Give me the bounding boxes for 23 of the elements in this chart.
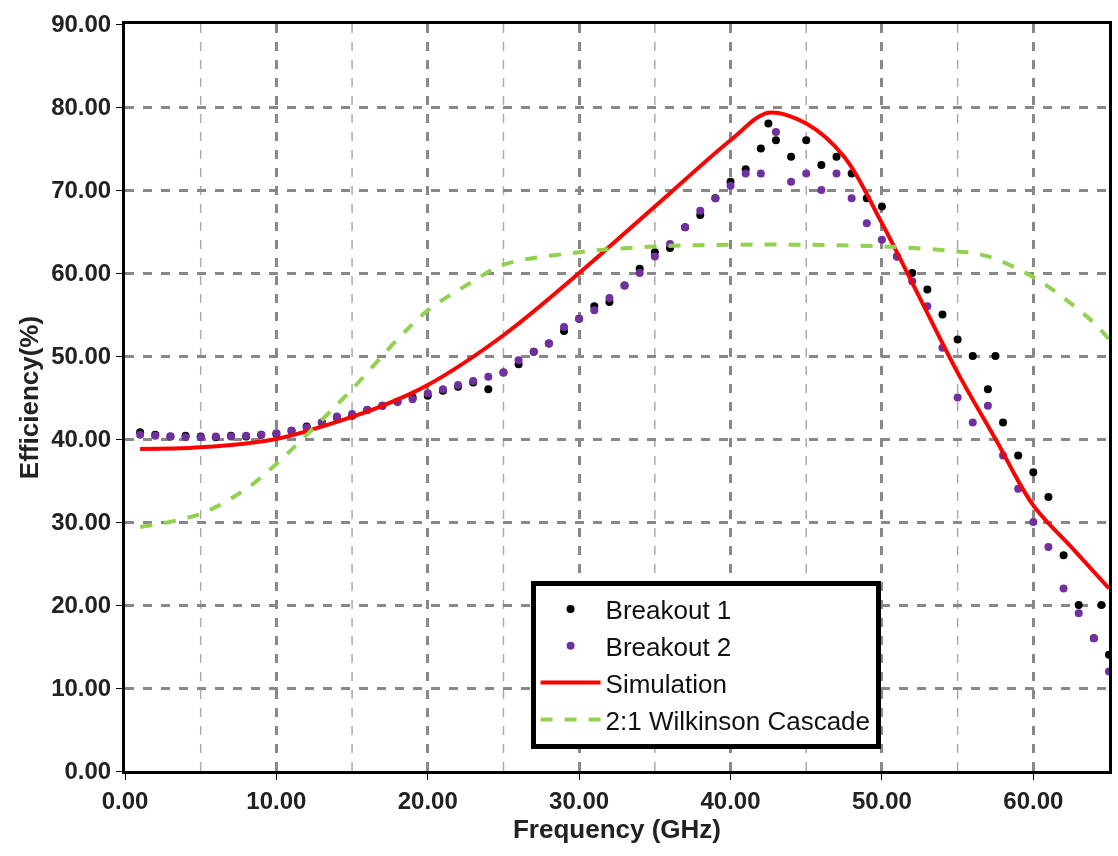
y-tick-label: 20.00 — [51, 591, 112, 619]
x-tick-label: 40.00 — [700, 786, 761, 814]
x-tick-label: 60.00 — [1003, 786, 1064, 814]
y-tick-label: 50.00 — [51, 342, 112, 370]
legend-label: 2:1 Wilkinson Cascade — [605, 705, 871, 736]
x-tick-label: 20.00 — [397, 786, 458, 814]
legend-label: Breakout 2 — [605, 631, 732, 662]
legend-label: Breakout 1 — [605, 595, 732, 626]
y-tick-label: 80.00 — [51, 93, 112, 121]
y-axis-title: Efficiency(%) — [13, 315, 44, 480]
x-tick-label: 50.00 — [851, 786, 912, 814]
y-tick-label: 0.00 — [64, 757, 112, 785]
x-tick-label: 30.00 — [549, 786, 610, 814]
y-tick-label: 10.00 — [51, 674, 112, 702]
y-tick-label: 70.00 — [51, 176, 112, 204]
x-axis-title: Frequency (GHz) — [512, 813, 722, 844]
y-tick-label: 60.00 — [51, 259, 112, 287]
y-tick-label: 90.00 — [51, 10, 112, 38]
x-tick-label: 10.00 — [246, 786, 307, 814]
legend-label: Simulation — [605, 668, 727, 699]
y-tick-label: 30.00 — [51, 508, 112, 536]
y-tick-label: 40.00 — [51, 425, 112, 453]
x-tick-label: 0.00 — [101, 786, 149, 814]
